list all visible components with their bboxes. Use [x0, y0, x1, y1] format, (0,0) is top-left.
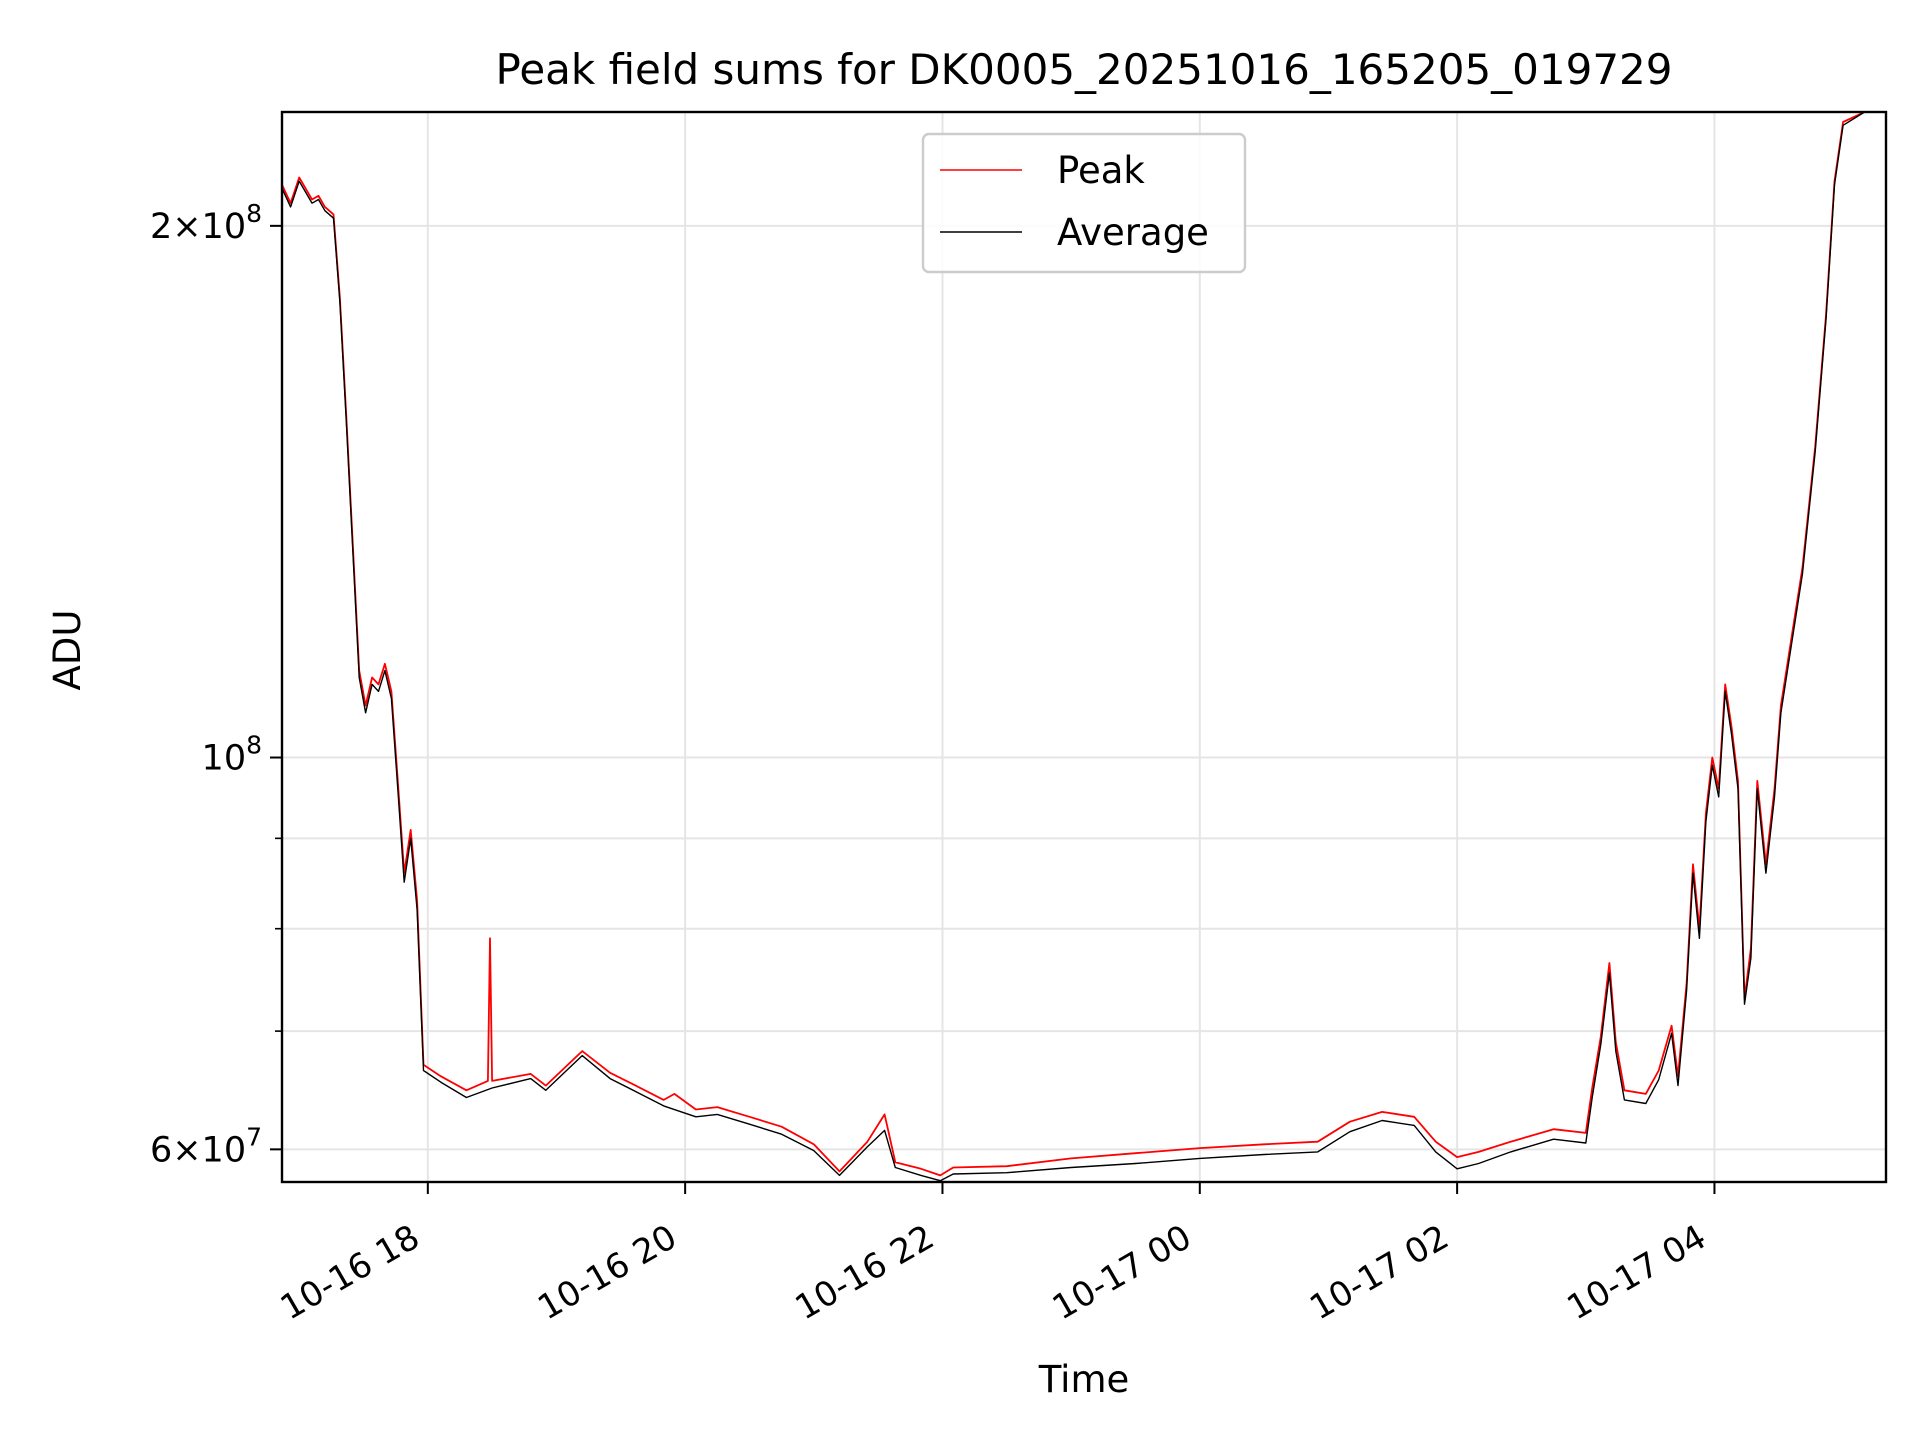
y-tick-label: 2×108	[150, 199, 262, 247]
legend: Peak Average	[921, 132, 1247, 274]
y-tick-label: 108	[202, 731, 262, 779]
chart-title: Peak field sums for DK0005_20251016_1652…	[495, 45, 1672, 94]
y-tick-exponent: 7	[246, 1122, 262, 1151]
y-tick-mantissa: 10	[202, 207, 247, 247]
series-line-peak	[282, 112, 1886, 1177]
legend-average-label: Average	[1057, 211, 1209, 254]
legend-peak-label: Peak	[1057, 149, 1145, 192]
y-axis-label: ADU	[46, 610, 89, 691]
series-line-average	[282, 112, 1886, 1182]
series-layer	[282, 112, 1886, 1182]
grid	[282, 112, 1886, 1182]
y-tick-mantissa: 6×	[150, 1130, 202, 1170]
y-tick-exponent: 8	[246, 731, 262, 760]
x-axis-label: Time	[1038, 1358, 1130, 1401]
y-tick-exponent: 8	[246, 199, 262, 228]
y-tick-label: 6×107	[150, 1122, 262, 1170]
y-tick-mantissa: 10	[202, 1130, 247, 1170]
legend-box	[921, 132, 1247, 274]
y-tick-mantissa: 10	[202, 739, 247, 779]
y-tick-mantissa: 2×	[150, 207, 202, 247]
plot-frame	[280, 110, 1888, 1184]
